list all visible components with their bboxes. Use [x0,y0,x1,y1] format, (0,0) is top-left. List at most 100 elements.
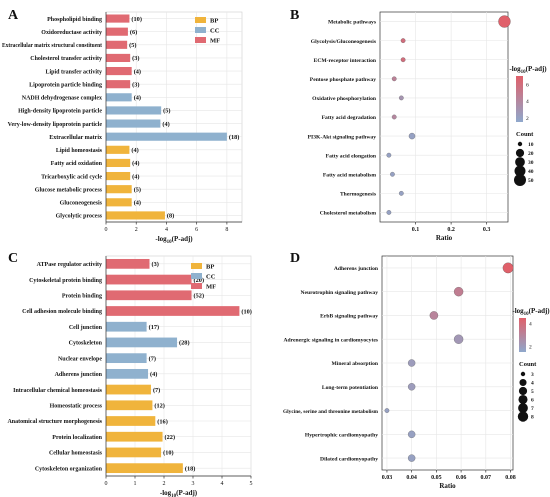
panel-c-bar [106,274,192,285]
panel-c-count-label: (52) [194,293,205,300]
panel-d-dot [407,430,416,439]
panel-a-term-label: NADH dehydrogenase complex [22,96,102,102]
panel-letter-c: C [8,251,18,266]
panel-d-term-label: Dilated cardiomyopathy [320,456,378,462]
panel-b-color-tick-label: 4 [526,99,529,105]
panel-d-size-legend-label: 5 [531,389,534,395]
panel-a-legend-swatch-mf [195,37,206,43]
panel-c-legend-label: BP [206,264,214,271]
panel-d-term-label: Mineral absorption [332,361,379,367]
panel-d-color-bar [519,318,526,352]
panel-c-term-label: Protein binding [62,293,102,299]
panel-c-x-tick-label: 2 [163,481,166,487]
panel-a-bar [106,14,130,23]
panel-c-count-label: (3) [152,261,159,268]
panel-b-term-label: Cholesterol metabolism [320,211,377,217]
panel-d-size-legend-label: 6 [531,398,534,404]
panel-b-color-bar [516,76,523,122]
panel-d-x-tick-label: 0.05 [431,475,442,481]
panel-d-term-label: Glycine, serine and threonine metabolism [283,409,378,415]
panel-b-size-legend-label: 20 [528,151,534,157]
panel-b-dot [386,210,392,215]
panel-c-x-tick-label: 1 [134,481,137,487]
panel-d-dot [407,383,416,391]
panel-a-count-label: (4) [132,173,139,180]
panel-c-x-tick-label: 0 [105,481,108,487]
panel-b-size-legend-label: 10 [528,142,534,148]
panel-d-x-tick-label: 0.07 [481,475,492,481]
panel-c-x-tick-label: 5 [250,481,253,487]
panel-c-count-label: (10) [163,450,174,457]
panel-d-term-label: Hypertrophic cardiomyopathy [305,433,378,439]
panel-b-term-label: Fatty acid elongation [326,153,377,159]
panel-c-term-label: Cell adhesion molecule binding [22,309,102,315]
panel-b-term-label: PI3K-Akt signaling pathway [308,134,377,140]
panel-c-x-tick-label: 4 [221,481,224,487]
panel-d-size-legend-dot [519,378,527,387]
panel-c-count-label: (12) [154,403,165,410]
panel-a-count-label: (5) [163,108,170,115]
panel-c-bar [106,353,147,364]
panel-a-bar [106,80,131,89]
panel-c-count-label: (28) [179,340,190,347]
panel-c-term-label: Cell junction [69,325,103,331]
panel-a-legend-label: MF [210,38,220,45]
panel-b-size-legend-dot [514,174,526,186]
panel-c-x-tick-label: 3 [192,481,195,487]
panel-c-term-label: Homeostatic process [50,403,103,409]
panel-b-term-label: Thermogenesis [340,192,377,198]
panel-c-plot-frame [105,255,252,477]
panel-d-x-axis-title: Ratio [439,482,456,490]
panel-a-legend-swatch-bp [195,17,206,23]
panel-c-count-label: (16) [157,418,168,425]
panel-c-bar [106,337,178,348]
panel-b-x-axis-title: Ratio [436,234,453,242]
panel-a-x-axis-title: -log10(P-adj) [155,235,193,245]
panel-d-term-label: Adrenergic signaling in cardiomyocytes [283,337,378,343]
panel-c-legend-swatch-bp [191,263,202,269]
panel-a-bar [106,198,132,207]
panel-d-size-legend-dot [518,394,528,405]
panel-c-term-label: Adherens junction [55,372,103,378]
panel-c-legend-label: CC [206,274,216,281]
panel-a-term-label: Lipoprotein particle binding [29,82,102,88]
panel-b-term-label: Metabolic pathways [328,20,377,26]
panel-a-term-label: Glycolytic process [56,214,103,220]
panel-b-color-tick-label: 2 [526,116,529,122]
panel-a-term-label: Lipid transfer activity [45,69,102,75]
panel-a-count-label: (4) [132,160,139,167]
panel-a-bar [106,185,132,194]
panel-b-dot [498,15,511,28]
panel-a-legend-swatch-cc [195,27,206,33]
panel-d-term-label: Long-term potentiation [322,385,379,391]
panel-d-size-legend-dot [518,386,528,396]
panel-a-bar [106,40,128,49]
panel-b-size-legend-label: 40 [528,169,534,175]
panel-c-term-label: Cytoskeletal protein binding [29,278,102,284]
panel-b-term-label: Glycolysis/Gluconeogenesis [311,39,377,45]
panel-c-term-label: ATPase regulator activity [37,262,102,268]
panel-letter-a: A [8,8,19,23]
panel-a-bar [106,171,131,181]
panel-d-dot [407,454,416,462]
panel-b-dot [386,152,392,158]
panel-a-count-label: (10) [131,16,142,23]
panel-a-x-tick-label: 4 [165,227,168,233]
panel-b-size-legend-label: 50 [528,178,534,184]
panel-c-term-label: Cytoskeleton organization [35,466,103,472]
panel-a-term-label: Lipid homeostasis [56,148,103,154]
panel-a-term-label: Glucose metabolic process [35,187,103,193]
panel-a-x-tick-label: 0 [105,227,108,233]
panel-c-term-label: Cellular homeostasis [49,451,103,457]
panel-c-term-label: Cytoskeleton [69,341,103,347]
panel-a-term-label: Extracellular matrix structural constitu… [2,43,102,49]
panel-a-term-label: Phospholipid binding [47,17,102,23]
panel-d-x-tick-label: 0.06 [456,475,467,481]
panel-b-size-legend-dot [514,165,526,177]
panel-a-count-label: (4) [162,121,169,128]
panel-a-count-label: (5) [129,42,136,49]
panel-a-term-label: Very-low-density lipoprotein particle [8,122,103,128]
panel-b-x-tick-label: 0.3 [483,227,491,233]
panel-c-x-axis-title: -log10(P-adj) [160,489,198,497]
panel-d-color-tick-label: 2 [529,344,532,350]
